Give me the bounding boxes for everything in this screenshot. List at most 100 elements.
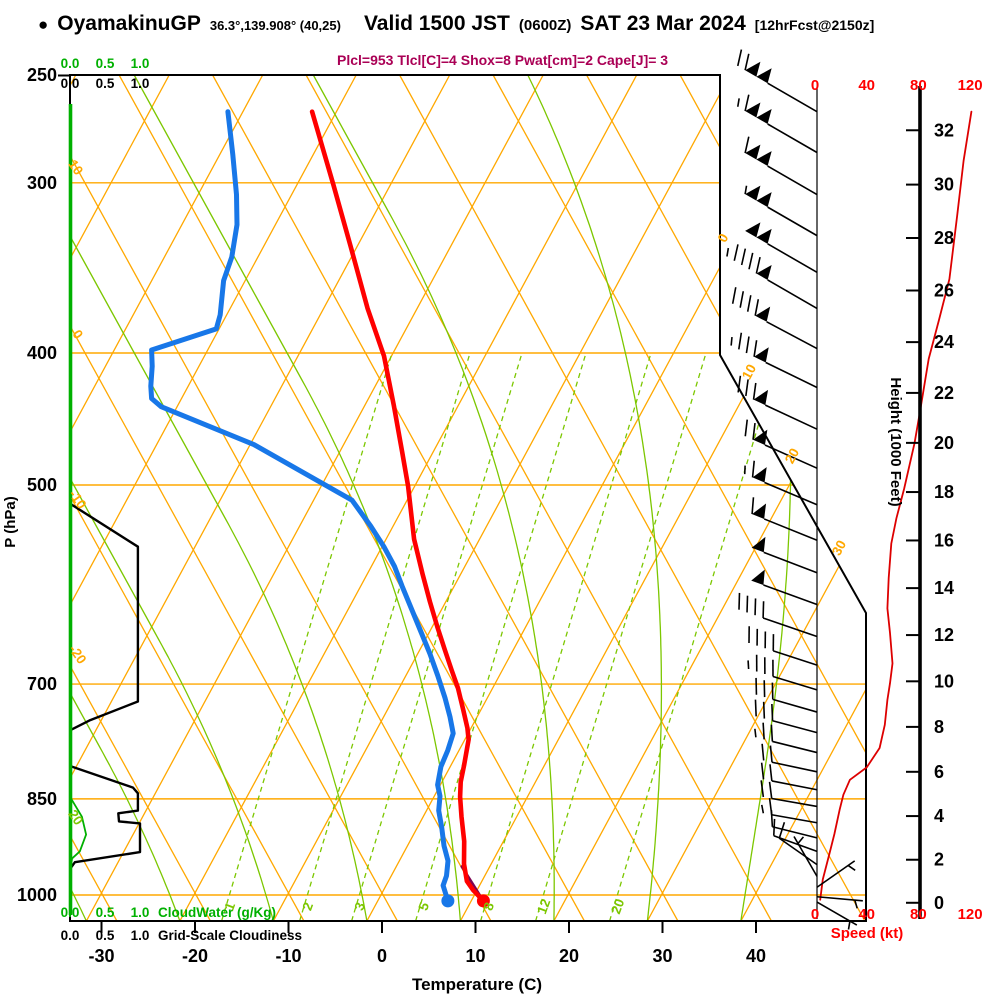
speed-tick-label-bottom: 40: [858, 906, 875, 923]
wind-barb: [760, 780, 818, 808]
speed-axis-title: Speed (kt): [831, 925, 904, 942]
sounding-parameters: Plcl=953 Tlcl[C]=4 Shox=8 Pwat[cm]=2 Cap…: [337, 52, 669, 68]
cloudiness-scale-bottom: 1.0: [131, 928, 150, 943]
cloudiness-scale-top: 1.0: [131, 76, 150, 91]
mixing-ratio-label: 20: [608, 897, 627, 916]
height-axis-title: Height (1000 Feet): [887, 377, 904, 506]
wind-barb: [726, 244, 818, 310]
mixing-ratio-label: 3: [351, 900, 368, 913]
wind-barb: [744, 136, 818, 196]
speed-tick-label-bottom: 120: [958, 906, 983, 923]
dewpoint-curve: [148, 109, 456, 904]
grid-value-label: 0: [715, 231, 732, 245]
wind-barb: [736, 49, 818, 113]
wind-barb: [751, 569, 818, 606]
cloudwater-axis-title: CloudWater (g/Kg): [158, 905, 276, 920]
speed-tick-label-top: 40: [858, 77, 875, 94]
wind-barb: [751, 536, 818, 574]
wind-barb: [738, 592, 818, 638]
skewt-grid: [70, 75, 866, 921]
height-tick-label: 10: [934, 671, 954, 691]
height-tick-label: 8: [934, 717, 944, 737]
height-tick-label: 22: [934, 383, 954, 403]
sounding-curves: [148, 109, 490, 908]
wind-barb: [748, 626, 818, 666]
wind-speed-profile: [819, 110, 973, 901]
wind-barb: [731, 287, 818, 350]
wind-barb: [793, 836, 818, 877]
height-tick-label: 26: [934, 280, 954, 300]
height-tick-label: 20: [934, 433, 954, 453]
cloudiness-axis-title: Grid-Scale Cloudiness: [158, 928, 302, 943]
cloudwater-scale: 0.0 0.0 0.5 0.5 1.0 1.0 CloudWater (g/Kg): [61, 56, 276, 920]
height-tick-label: 24: [934, 332, 954, 352]
cloudiness-scale-bottom: 0.5: [96, 928, 115, 943]
cloudwater-scale-top: 0.0: [61, 56, 80, 71]
grid-value-label: 10: [65, 157, 86, 178]
temperature-tick-label: -30: [88, 946, 114, 966]
wind-barb: [754, 722, 818, 754]
wind-barb: [772, 818, 818, 853]
cloudwater-scale-bottom: 0.0: [61, 905, 80, 920]
pressure-tick-label: 700: [27, 674, 57, 694]
isobar-gridlines: [70, 182, 866, 896]
temperature-axis-title: Temperature (C): [412, 975, 542, 994]
isotherm-gridlines: [70, 75, 866, 921]
wind-barb: [744, 185, 818, 237]
height-tick-label: 0: [934, 893, 944, 913]
valid-time-utc: (0600Z): [518, 17, 572, 34]
temperature-tick-label: 10: [465, 946, 485, 966]
grid-value-label: 20: [782, 446, 802, 466]
surface-dewpoint-dot: [441, 894, 455, 908]
moist-adiabat-label: 20: [65, 807, 86, 828]
speed-tick-label-bottom: 0: [811, 906, 819, 923]
height-tick-label: 18: [934, 482, 954, 502]
height-tick-label: 4: [934, 806, 944, 826]
height-tick-label: 2: [934, 850, 944, 870]
surface-temperature-dot: [476, 894, 490, 908]
cloudiness-scale: 0.0 0.0 0.5 0.5 1.0 1.0 Grid-Scale Cloudiness: [61, 76, 302, 943]
wind-barb: [743, 460, 818, 506]
pressure-tick-label: 850: [27, 789, 57, 809]
temperature-curve: [309, 109, 486, 904]
cloudiness-scale-top: 0.0: [61, 76, 80, 91]
grid-value-label: 10: [739, 362, 759, 382]
station-coords: 36.3°,139.908° (40,25): [209, 18, 341, 33]
mixing-ratio-label: 5: [415, 900, 432, 913]
temperature-tick-label: -20: [182, 946, 208, 966]
grid-value-label: 30: [829, 538, 849, 558]
valid-date: SAT 23 Mar 2024: [580, 12, 746, 35]
pressure-tick-label: 1000: [17, 885, 57, 905]
wind-barb: [754, 699, 818, 734]
cloudwater-scale-bottom: 0.5: [96, 905, 115, 920]
cloudwater-scale-top: 1.0: [131, 56, 150, 71]
wind-barb: [747, 654, 818, 691]
wind-barb: [751, 497, 818, 542]
plot-border: [69, 74, 867, 922]
cloudiness-scale-top: 0.5: [96, 76, 115, 91]
temperature-axis: -30 -20 -10 0 10 20 30 40 Temperature (C): [88, 921, 766, 994]
cloudwater-scale-top: 0.5: [96, 56, 115, 71]
speed-tick-label-top: 80: [910, 77, 927, 94]
valid-time: Valid 1500 JST: [363, 12, 510, 35]
height-tick-label: 16: [934, 530, 954, 550]
pressure-tick-label: 400: [27, 343, 57, 363]
speed-tick-label-top: 0: [811, 77, 819, 94]
temperature-tick-label: 0: [377, 946, 387, 966]
cloudiness-profile: [70, 502, 142, 883]
height-tick-label: 14: [934, 578, 954, 598]
wind-barb: [737, 375, 818, 430]
wind-barb: [816, 860, 856, 888]
pressure-tick-label: 300: [27, 173, 57, 193]
height-tick-label: 6: [934, 762, 944, 782]
title-bar: ● OyamakinuGP 36.3°,139.908° (40,25) Val…: [38, 12, 874, 36]
height-tick-label: 12: [934, 625, 954, 645]
wind-barb: [736, 94, 818, 154]
wind-barb: [778, 822, 818, 866]
pressure-axis: 250 300 400 500 700 850 1000 P (hPa): [2, 65, 57, 905]
height-tick-label: 28: [934, 228, 954, 248]
